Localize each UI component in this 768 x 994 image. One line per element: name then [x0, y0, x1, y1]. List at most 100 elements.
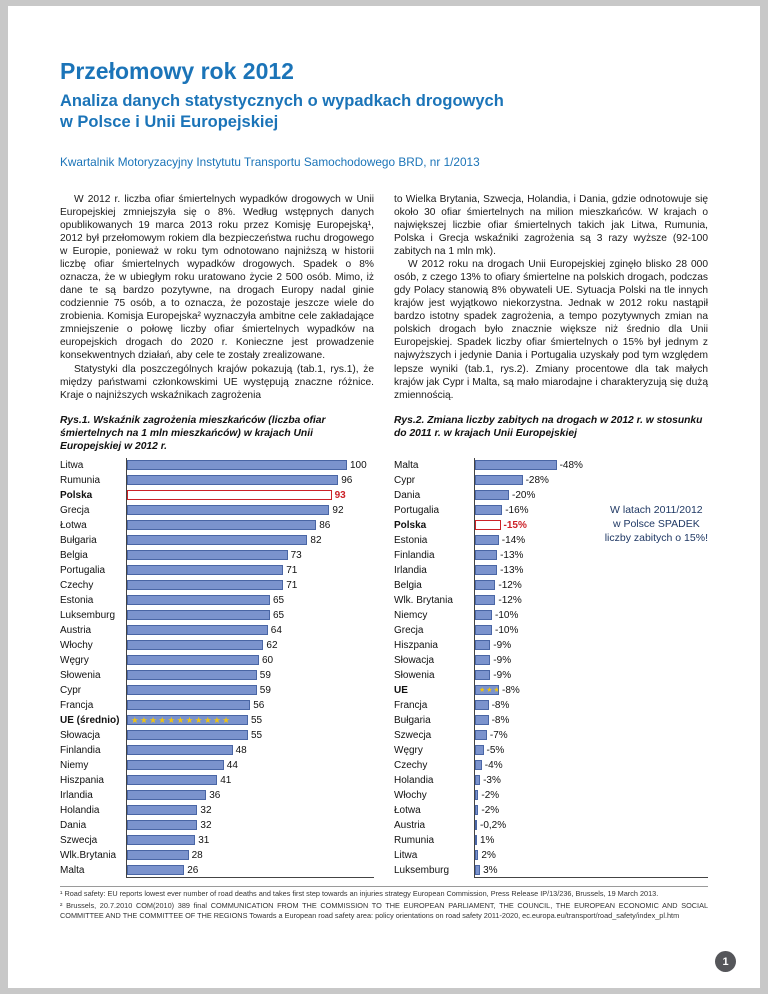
chart-row: Słowacja 55	[60, 727, 374, 743]
chart-category-label: Portugalia	[60, 564, 106, 576]
chart-row: Estonia 65	[60, 592, 374, 608]
chart-value-label: -8%	[491, 699, 510, 711]
chart-value-label: -28%	[525, 474, 549, 486]
subtitle-line-2: w Polsce i Unii Europejskiej	[60, 112, 279, 131]
chart-value-label: 71	[286, 564, 298, 576]
chart-value-label: 32	[200, 819, 212, 831]
chart-value-label: -13%	[500, 549, 524, 561]
chart-rys1-fatalities-per-million: Litwa 100 Rumunia 96 Polska 93 Grecja 92 Łotwa 86…	[60, 457, 374, 878]
chart-bar	[475, 850, 479, 861]
chart-row: UE (średnio) ★★★★★★★★★★★ 55	[60, 712, 374, 728]
chart-bar-track: -3%	[474, 772, 708, 788]
chart-row: Estonia -14%	[394, 532, 708, 548]
chart-bar	[475, 805, 479, 816]
chart-category-label: Holandia	[394, 774, 434, 786]
chart-category-label: Grecja	[394, 624, 424, 636]
chart-value-label: -10%	[495, 624, 519, 636]
chart-category-label: Portugalia	[394, 504, 440, 516]
chart-bar	[127, 520, 317, 531]
chart-row: Słowenia -9%	[394, 667, 708, 683]
chart-row: Austria 64	[60, 622, 374, 638]
chart-bar	[127, 655, 259, 666]
chart-row: Wlk.Brytania 28	[60, 847, 374, 863]
chart-bar	[127, 790, 207, 801]
chart-bar	[475, 760, 482, 771]
annotation-line: W latach 2011/2012	[610, 503, 703, 516]
chart-value-label: 82	[310, 534, 322, 546]
chart-bar	[127, 475, 339, 486]
chart-category-label: Bułgaria	[394, 714, 431, 726]
chart-row: Irlandia -13%	[394, 562, 708, 578]
chart-bar	[127, 730, 248, 741]
chart-row: Litwa 2%	[394, 847, 708, 863]
chart-bar-track: 96	[126, 472, 374, 488]
chart-row: Litwa 100	[60, 457, 374, 473]
chart-category-label: Holandia	[60, 804, 100, 816]
chart-value-label: -16%	[505, 504, 529, 516]
chart-bar-track: 62	[126, 637, 374, 653]
chart-category-label: Finlandia	[394, 549, 435, 561]
body-column-right: to Wielka Brytania, Szwecja, Holandia, i…	[394, 193, 708, 402]
chart-bar-track: -8%	[474, 697, 708, 713]
chart-category-label: Dania	[60, 819, 87, 831]
chart-value-label: -8%	[502, 684, 520, 696]
chart-row: Francja -8%	[394, 697, 708, 713]
chart-bar	[127, 595, 270, 606]
chart-bar	[127, 760, 224, 771]
chart-bar	[475, 505, 503, 516]
annotation-line: liczby zabitych o 15%!	[604, 531, 708, 544]
chart-row: Finlandia 48	[60, 742, 374, 758]
chart-value-label: 62	[266, 639, 278, 651]
chart-bar-track: 93	[126, 487, 374, 503]
chart-bar	[127, 865, 185, 876]
chart-category-label: Austria	[394, 819, 426, 831]
chart-row: Austria -0,2%	[394, 817, 708, 833]
chart-category-label: Rumunia	[394, 834, 435, 846]
chart-bar	[475, 610, 492, 621]
chart-row: Luksemburg 65	[60, 607, 374, 623]
chart-row: Czechy -4%	[394, 757, 708, 773]
chart-row: Wlk. Brytania -12%	[394, 592, 708, 608]
chart-bar	[127, 610, 270, 621]
chart-category-label: Belgia	[394, 579, 422, 591]
charts-area: Litwa 100 Rumunia 96 Polska 93 Grecja 92 Łotwa 86…	[60, 457, 708, 878]
chart-bar-track: -12%	[474, 577, 708, 593]
chart-bar	[475, 625, 492, 636]
chart-bar-track: 92	[126, 502, 374, 518]
chart-row: Dania 32	[60, 817, 374, 833]
chart-category-label: Irlandia	[60, 789, 93, 801]
chart-row: Finlandia -13%	[394, 547, 708, 563]
chart-bar	[127, 640, 264, 651]
chart-bar-track: -2%	[474, 802, 708, 818]
chart-value-label: -20%	[512, 489, 536, 501]
chart-bar	[127, 700, 251, 711]
chart-value-label: -4%	[484, 759, 503, 771]
chart-category-label: Łotwa	[60, 519, 87, 531]
chart-category-label: Grecja	[60, 504, 90, 516]
chart-bar	[475, 730, 487, 741]
chart-bar	[475, 595, 496, 606]
chart-bar	[127, 820, 198, 831]
eu-flag-stars-icon: ★★★	[475, 685, 499, 696]
chart-bar	[127, 460, 347, 471]
chart-row: Luksemburg 3%	[394, 862, 708, 878]
chart-category-label: Polska	[394, 519, 427, 531]
chart-bar-track: -4%	[474, 757, 708, 773]
chart-value-label: 48	[235, 744, 247, 756]
chart-bar-track: -9%	[474, 667, 708, 683]
chart-value-label: 31	[198, 834, 210, 846]
chart-value-label: -48%	[559, 459, 583, 471]
chart-category-label: Finlandia	[60, 744, 101, 756]
chart-bar-track: -2%	[474, 787, 708, 803]
chart-bar-track: 26	[126, 862, 374, 878]
chart-bar	[127, 745, 233, 756]
chart-category-label: Estonia	[394, 534, 428, 546]
chart-bar-track: 48	[126, 742, 374, 758]
chart-row: Cypr -28%	[394, 472, 708, 488]
chart-value-label: 86	[319, 519, 331, 531]
chart-bar-track: -20%	[474, 487, 708, 503]
chart-value-label: 59	[259, 669, 271, 681]
chart-bar	[475, 475, 523, 486]
chart-bar	[475, 715, 489, 726]
chart-category-label: Łotwa	[394, 804, 421, 816]
